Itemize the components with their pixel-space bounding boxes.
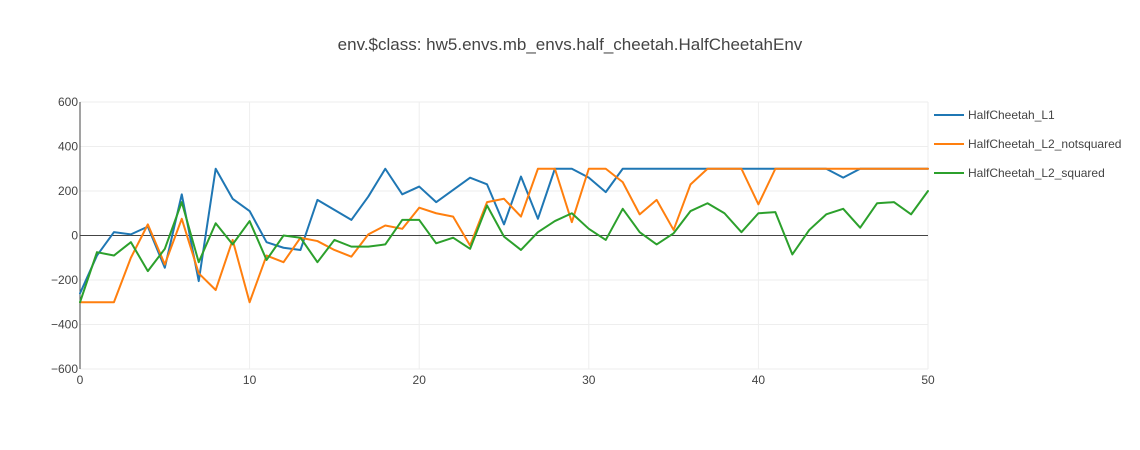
x-tick-label: 10 — [243, 373, 257, 387]
series-area — [79, 167, 929, 304]
legend[interactable]: HalfCheetah_L1 HalfCheetah_L2_notsquared H… — [934, 108, 1121, 180]
y-tick-label: −200 — [51, 273, 78, 287]
legend-label: HalfCheetah_L2_squared — [968, 166, 1105, 180]
x-tick-label: 40 — [752, 373, 766, 387]
chart-title: env.$class: hw5.envs.mb_envs.half_cheeta… — [338, 35, 803, 54]
legend-item-HalfCheetah_L1[interactable]: HalfCheetah_L1 — [934, 108, 1055, 122]
series-line-HalfCheetah_L1[interactable] — [79, 167, 929, 295]
y-tick-label: −400 — [51, 318, 78, 332]
axes: 0 10 20 30 40 50 −600 −400 −200 0 200 400 600 — [51, 95, 935, 387]
x-tick-label: 50 — [921, 373, 935, 387]
y-tick-label: 400 — [58, 140, 78, 154]
x-tick-label: 0 — [77, 373, 84, 387]
y-tick-label: 600 — [58, 95, 78, 109]
legend-label: HalfCheetah_L1 — [968, 108, 1055, 122]
legend-item-HalfCheetah_L2_notsquared[interactable]: HalfCheetah_L2_notsquared — [934, 137, 1121, 151]
series-line-HalfCheetah_L2_notsquared[interactable] — [79, 167, 929, 304]
series-line-HalfCheetah_L2_squared[interactable] — [79, 190, 929, 304]
y-tick-label: −600 — [51, 362, 78, 376]
x-tick-label: 20 — [413, 373, 427, 387]
legend-label: HalfCheetah_L2_notsquared — [968, 137, 1121, 151]
y-tick-label: 0 — [71, 229, 78, 243]
x-tick-label: 30 — [582, 373, 596, 387]
y-tick-label: 200 — [58, 184, 78, 198]
legend-item-HalfCheetah_L2_squared[interactable]: HalfCheetah_L2_squared — [934, 166, 1105, 180]
